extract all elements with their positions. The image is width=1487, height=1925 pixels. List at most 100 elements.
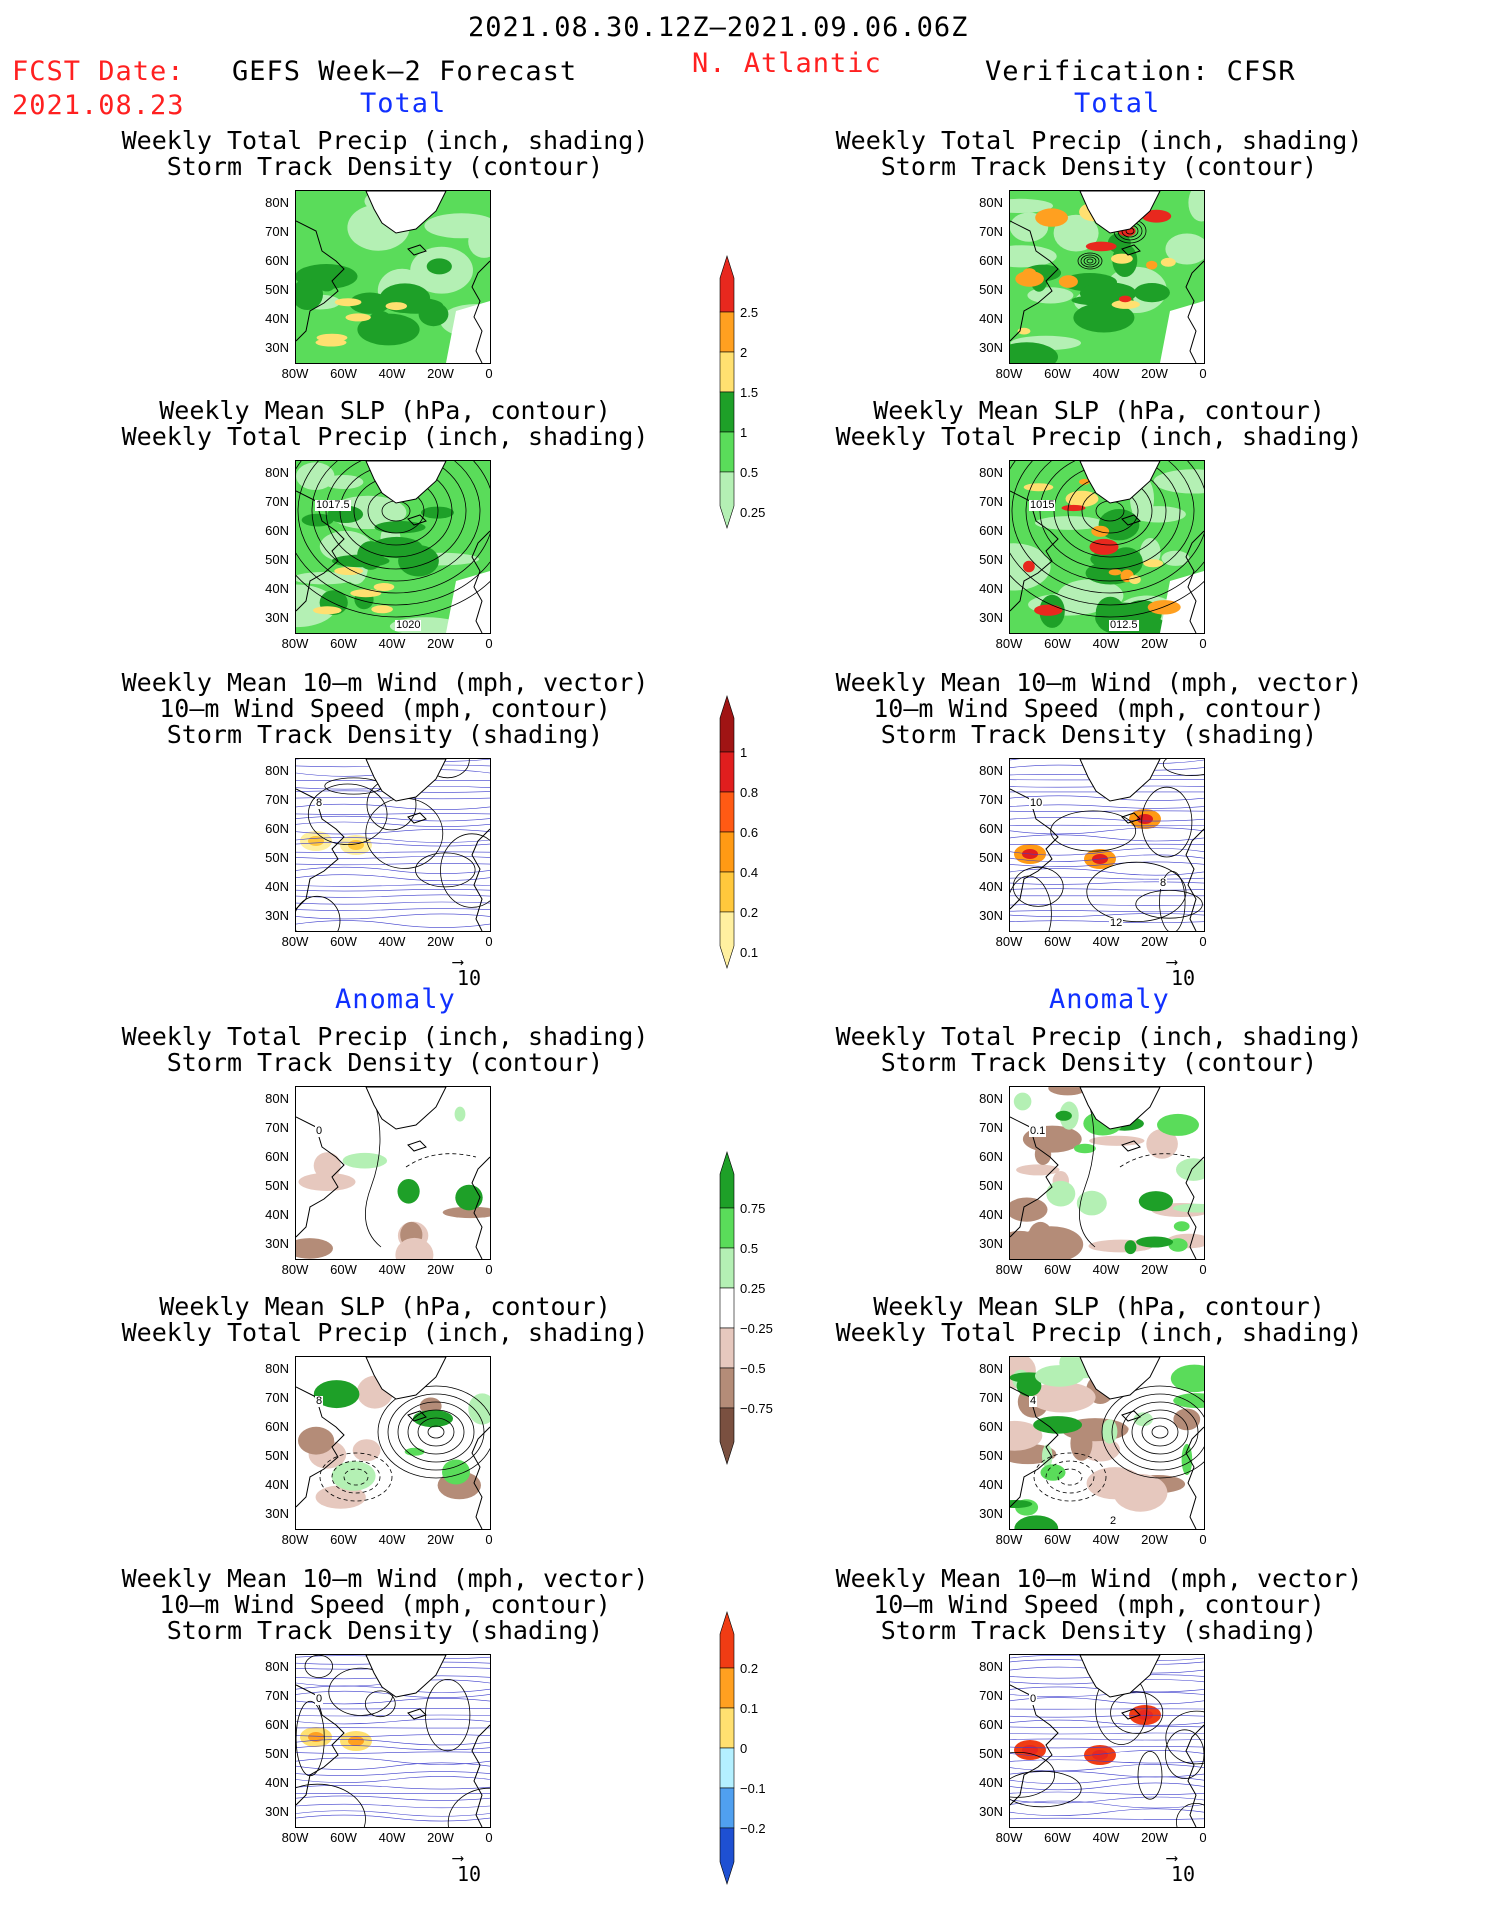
date-range: 2021.08.30.12Z—2021.09.06.06Z <box>468 12 969 43</box>
lat-tick-label: 40N <box>979 1775 1003 1790</box>
lat-tick-label: 70N <box>979 792 1003 807</box>
lat-tick-label: 30N <box>979 908 1003 923</box>
contour-label: 0.1 <box>1029 1125 1047 1137</box>
colorbar-segment <box>719 751 735 793</box>
contour-label: 012.5 <box>1109 619 1139 631</box>
lat-tick-label: 80N <box>265 1659 289 1674</box>
panel-title-line: 10—m Wind Speed (mph, contour) <box>159 1590 611 1619</box>
map-panel <box>1009 758 1205 932</box>
lat-tick-label: 50N <box>265 1746 289 1761</box>
lon-tick-label: 80W <box>995 1262 1023 1277</box>
lon-tick-label: 80W <box>995 1532 1023 1547</box>
map-panel <box>295 758 491 932</box>
colorbar-segment <box>719 1747 735 1789</box>
lat-tick-label: 60N <box>265 523 289 538</box>
lon-tick-label: 60W <box>1044 1532 1071 1547</box>
landmass-outline <box>1010 759 1204 931</box>
vector-reference-label: 10 <box>457 966 482 990</box>
colorbar-segment <box>719 471 735 529</box>
lat-tick-label: 70N <box>979 224 1003 239</box>
lat-tick-label: 80N <box>265 763 289 778</box>
colorbar-label: −0.5 <box>740 1361 766 1376</box>
colorbar-label: 2.5 <box>740 305 759 320</box>
panel-title-line: Weekly Total Precip (inch, shading) <box>121 1318 649 1347</box>
contour-label: 2 <box>1109 1515 1118 1527</box>
contour-label: 0 <box>1029 1693 1038 1705</box>
lat-tick-label: 80N <box>979 763 1003 778</box>
lon-tick-label: 40W <box>1092 1532 1120 1547</box>
lat-tick-label: 50N <box>979 1178 1003 1193</box>
colorbar-segment <box>719 391 735 433</box>
colorbar-label: −0.1 <box>740 1781 766 1796</box>
map-panel <box>1009 190 1205 364</box>
anomaly-map <box>1010 1655 1204 1827</box>
landmass-outline <box>1010 191 1204 363</box>
colorbar-segment <box>719 1407 735 1465</box>
anomaly-map <box>1010 1087 1204 1259</box>
landmass-outline <box>296 759 490 931</box>
lat-tick-label: 30N <box>979 1506 1003 1521</box>
lat-tick-label: 60N <box>265 1149 289 1164</box>
panel-title-line: Storm Track Density (shading) <box>880 720 1318 749</box>
colorbar-label: −0.2 <box>740 1821 766 1836</box>
lon-tick-label: 20W <box>1141 934 1168 949</box>
panel-title-line: Storm Track Density (shading) <box>166 1616 604 1645</box>
lon-tick-label: 0 <box>485 934 493 949</box>
colorbar-segment <box>719 911 735 969</box>
colorbar-storm-anom <box>719 1611 735 1885</box>
panel-title-line: Weekly Total Precip (inch, shading) <box>835 422 1363 451</box>
lat-tick-label: 50N <box>265 1448 289 1463</box>
colorbar-label: 1 <box>740 745 748 760</box>
panel-title-line: Weekly Total Precip (inch, shading) <box>121 422 649 451</box>
landmass-outline <box>296 1655 490 1827</box>
panel-title-line: Weekly Mean SLP (hPa, contour) <box>159 1292 611 1321</box>
lon-tick-label: 80W <box>995 1830 1023 1845</box>
lon-tick-label: 20W <box>427 366 454 381</box>
lon-tick-label: 0 <box>1199 366 1207 381</box>
panel-title-line: 10—m Wind Speed (mph, contour) <box>873 694 1325 723</box>
lat-tick-label: 30N <box>979 1236 1003 1251</box>
lat-tick-label: 80N <box>979 195 1003 210</box>
lat-tick-label: 30N <box>265 1506 289 1521</box>
lon-tick-label: 80W <box>281 934 309 949</box>
map-panel <box>295 1654 491 1828</box>
panel-title-line: Storm Track Density (shading) <box>166 720 604 749</box>
lon-tick-label: 20W <box>1141 636 1168 651</box>
lon-tick-label: 60W <box>330 1262 357 1277</box>
colorbar-segment <box>719 1707 735 1749</box>
lon-tick-label: 80W <box>995 934 1023 949</box>
lon-tick-label: 80W <box>281 1262 309 1277</box>
colorbar-label: 2 <box>740 345 748 360</box>
panel-title-line: Weekly Mean 10—m Wind (mph, vector) <box>121 1564 649 1593</box>
contour-label: 4 <box>1029 1395 1038 1407</box>
colorbar-label: 0.25 <box>740 1281 766 1296</box>
lon-tick-label: 40W <box>1092 1830 1120 1845</box>
colorbar-label: 0.1 <box>740 1701 759 1716</box>
lon-tick-label: 60W <box>330 366 357 381</box>
lon-tick-label: 0 <box>1199 1830 1207 1845</box>
lat-tick-label: 70N <box>265 792 289 807</box>
lon-tick-label: 60W <box>1044 636 1071 651</box>
lat-tick-label: 70N <box>265 494 289 509</box>
lon-tick-label: 60W <box>330 1830 357 1845</box>
colorbar-segment <box>719 255 735 313</box>
lon-tick-label: 20W <box>427 1830 454 1845</box>
landmass-outline <box>296 1357 490 1529</box>
panel-title-line: Weekly Mean SLP (hPa, contour) <box>873 396 1325 425</box>
lat-tick-label: 40N <box>265 1207 289 1222</box>
lon-tick-label: 40W <box>378 1830 406 1845</box>
landmass-outline <box>1010 461 1204 633</box>
lon-tick-label: 20W <box>1141 1830 1168 1845</box>
vector-arrow-icon: ⟶ <box>453 1848 463 1867</box>
colorbar-segment <box>719 1367 735 1409</box>
vector-arrow-icon: ⟶ <box>1167 952 1177 971</box>
colorbar-label: 0.8 <box>740 785 759 800</box>
contour-label: 12 <box>1109 917 1124 929</box>
lon-tick-label: 0 <box>1199 636 1207 651</box>
colorbar-segment <box>719 1611 735 1669</box>
lat-tick-label: 80N <box>265 1361 289 1376</box>
anomaly-map <box>296 1655 490 1827</box>
lon-tick-label: 20W <box>427 934 454 949</box>
total-map <box>296 461 490 633</box>
colorbar-segment <box>719 431 735 473</box>
